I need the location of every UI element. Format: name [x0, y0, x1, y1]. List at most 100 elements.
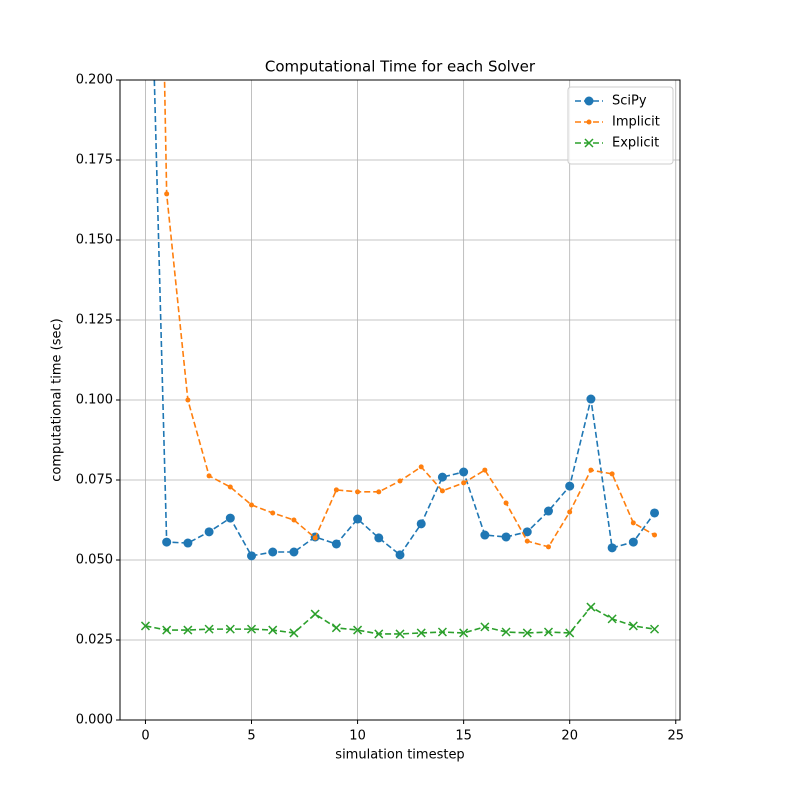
marker — [480, 530, 490, 540]
y-tick-label: 0.150 — [76, 233, 113, 248]
marker — [395, 550, 405, 560]
marker — [482, 467, 488, 473]
marker — [227, 484, 233, 490]
y-tick-label: 0.175 — [76, 153, 113, 168]
marker — [183, 538, 193, 548]
marker — [565, 628, 575, 638]
marker — [588, 467, 594, 473]
x-tick-label: 0 — [141, 729, 149, 744]
y-axis-label: computational time (sec) — [50, 318, 65, 482]
marker — [353, 625, 363, 635]
marker — [480, 622, 490, 632]
marker — [543, 506, 553, 516]
marker — [439, 488, 445, 494]
marker — [567, 509, 573, 515]
marker — [289, 547, 299, 557]
x-tick-label: 10 — [349, 729, 366, 744]
marker — [374, 533, 384, 543]
marker — [607, 614, 617, 624]
marker — [630, 520, 636, 526]
marker — [524, 538, 530, 544]
series-line — [163, 80, 655, 548]
marker — [503, 500, 509, 506]
marker — [545, 544, 551, 550]
marker — [185, 397, 191, 403]
marker — [140, 621, 150, 631]
marker — [628, 621, 638, 631]
marker — [501, 627, 511, 637]
marker — [437, 472, 447, 482]
x-tick-label: 20 — [561, 729, 578, 744]
marker — [331, 623, 341, 633]
legend-label: Explicit — [612, 136, 659, 151]
marker — [204, 527, 214, 537]
marker — [650, 624, 660, 634]
marker — [395, 629, 405, 639]
x-tick-label: 5 — [247, 729, 255, 744]
y-tick-label: 0.000 — [76, 713, 113, 728]
marker — [355, 489, 361, 495]
marker — [310, 609, 320, 619]
marker — [501, 532, 511, 542]
marker — [162, 537, 172, 547]
marker — [331, 539, 341, 549]
marker — [268, 547, 278, 557]
marker — [461, 480, 467, 486]
y-tick-label: 0.050 — [76, 553, 113, 568]
marker — [164, 191, 170, 197]
marker — [628, 537, 638, 547]
marker — [246, 624, 257, 634]
marker — [543, 627, 554, 637]
marker — [374, 629, 384, 639]
y-tick-label: 0.025 — [76, 633, 113, 648]
legend-marker — [586, 119, 592, 125]
series-line — [153, 80, 656, 557]
marker — [418, 464, 424, 470]
legend-label: SciPy — [612, 94, 647, 109]
series-line — [145, 606, 655, 635]
marker — [650, 508, 660, 518]
x-tick-label: 25 — [667, 729, 684, 744]
marker — [249, 502, 255, 508]
plot-frame — [119, 79, 681, 721]
marker — [652, 532, 658, 538]
marker — [459, 467, 469, 477]
marker — [291, 517, 297, 523]
legend-label: Implicit — [612, 115, 660, 130]
legend-marker — [584, 96, 594, 106]
chart-title: Computational Time for each Solver — [265, 58, 536, 76]
marker — [206, 473, 212, 479]
y-tick-label: 0.075 — [76, 473, 113, 488]
marker — [268, 625, 278, 635]
marker — [353, 514, 363, 524]
legend-marker — [584, 138, 594, 148]
marker — [437, 627, 447, 637]
marker — [565, 481, 575, 491]
marker — [416, 519, 426, 529]
marker — [312, 535, 318, 541]
marker — [609, 471, 615, 477]
marker — [607, 543, 617, 553]
plot-area — [140, 80, 660, 639]
marker — [522, 527, 532, 537]
marker — [270, 510, 276, 516]
y-tick-label: 0.200 — [76, 73, 113, 88]
marker — [586, 602, 596, 612]
marker — [162, 625, 172, 635]
marker — [397, 478, 403, 484]
marker — [586, 394, 596, 404]
x-axis-label: simulation timestep — [335, 748, 464, 763]
y-tick-label: 0.100 — [76, 393, 113, 408]
marker — [459, 628, 469, 638]
legend-box — [567, 86, 674, 165]
marker — [225, 513, 235, 523]
y-tick-label: 0.125 — [76, 313, 113, 328]
marker — [225, 624, 235, 634]
marker — [204, 624, 214, 634]
marker — [333, 487, 339, 493]
marker — [522, 628, 532, 638]
x-tick-label: 15 — [455, 729, 472, 744]
marker — [247, 551, 257, 561]
marker — [183, 625, 193, 635]
